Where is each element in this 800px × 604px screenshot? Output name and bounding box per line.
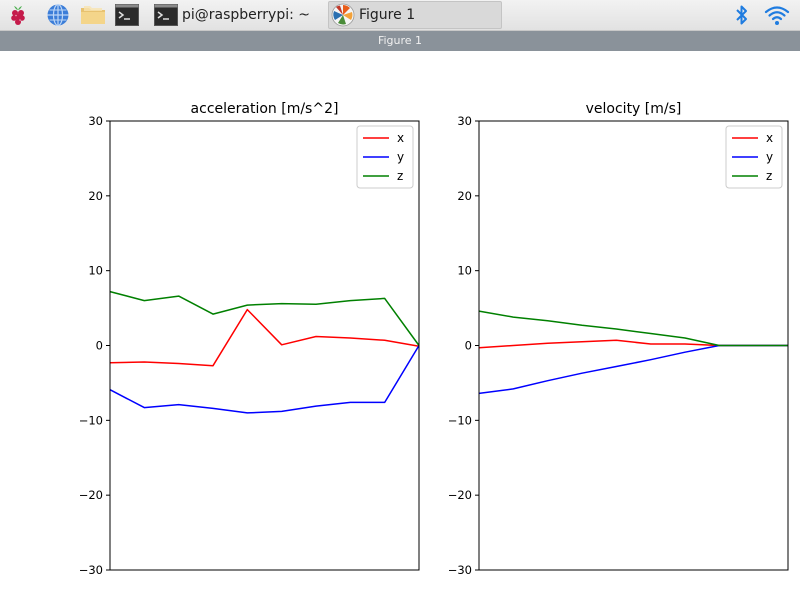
chart-title: velocity [m/s] [586, 101, 682, 117]
legend: xyz [356, 125, 414, 189]
axes-frame [109, 120, 420, 571]
series-line-y [478, 344, 788, 395]
series-line-y [109, 345, 420, 414]
file-manager-icon [81, 6, 105, 24]
legend-label: x [397, 131, 404, 145]
y-tick-label: −30 [79, 563, 103, 577]
y-tick-label: −10 [448, 413, 472, 427]
series-line-x [478, 339, 788, 349]
window-title: Figure 1 [377, 34, 423, 47]
series-line-x [109, 308, 420, 367]
legend: xyz [725, 125, 783, 189]
legend-label: y [397, 150, 404, 164]
chart-title: acceleration [m/s^2] [191, 101, 339, 117]
y-tick-label: −20 [79, 488, 103, 502]
bluetooth-icon [736, 5, 747, 25]
terminal-icon [154, 4, 178, 26]
y-tick-label: 20 [88, 189, 103, 203]
figure-svg: acceleration [m/s^2]3020100−10−20−30xyzv… [79, 101, 789, 577]
raspberry-pi-menu-button[interactable] [6, 2, 30, 28]
web-browser-icon [47, 3, 69, 27]
y-tick-label: −10 [79, 413, 103, 427]
window-title-bar[interactable]: Figure 1 [0, 31, 800, 51]
task-terminal[interactable]: pi@raspberrypi: ~ [152, 1, 322, 29]
web-browser-launcher[interactable] [46, 2, 70, 28]
y-tick-label: −30 [448, 563, 472, 577]
legend-label: z [397, 169, 403, 183]
y-tick-label: 0 [465, 339, 472, 353]
y-tick-label: 30 [88, 114, 103, 128]
matplotlib-icon [331, 3, 355, 27]
axes-frame [478, 120, 789, 571]
task-label: pi@raspberrypi: ~ [182, 7, 311, 23]
y-tick-label: 0 [96, 339, 103, 353]
series-line-z [478, 310, 788, 347]
y-tick-label: 30 [457, 114, 472, 128]
taskbar: pi@raspberrypi: ~ Figure 1 [0, 0, 800, 31]
axes-1: acceleration [m/s^2] 30 20 10 0 −10 −20 −30 xyz [79, 101, 420, 577]
legend-label: y [766, 150, 773, 164]
raspberry-pi-menu-icon [11, 6, 25, 25]
task-figure-1[interactable]: Figure 1 [328, 1, 502, 29]
file-manager-launcher[interactable] [80, 2, 106, 28]
bluetooth-tray-button[interactable] [733, 2, 751, 28]
task-label: Figure 1 [359, 7, 416, 23]
legend-label: z [766, 169, 772, 183]
terminal-launcher[interactable] [115, 2, 139, 28]
wifi-icon [764, 6, 790, 25]
series-line-z [109, 290, 420, 346]
y-tick-label: 20 [457, 189, 472, 203]
figure-canvas: acceleration [m/s^2] 30 20 10 0 −10 −20 −30 x y z v… [0, 51, 800, 600]
wifi-tray-button[interactable] [764, 2, 790, 28]
y-tick-label: 10 [88, 264, 103, 278]
y-tick-label: 10 [457, 264, 472, 278]
terminal-icon [115, 4, 139, 26]
legend-label: x [766, 131, 773, 145]
axes-2: velocity [m/s] 30 20 10 0 −10 −20 −30 xyz [448, 101, 789, 577]
y-tick-label: −20 [448, 488, 472, 502]
